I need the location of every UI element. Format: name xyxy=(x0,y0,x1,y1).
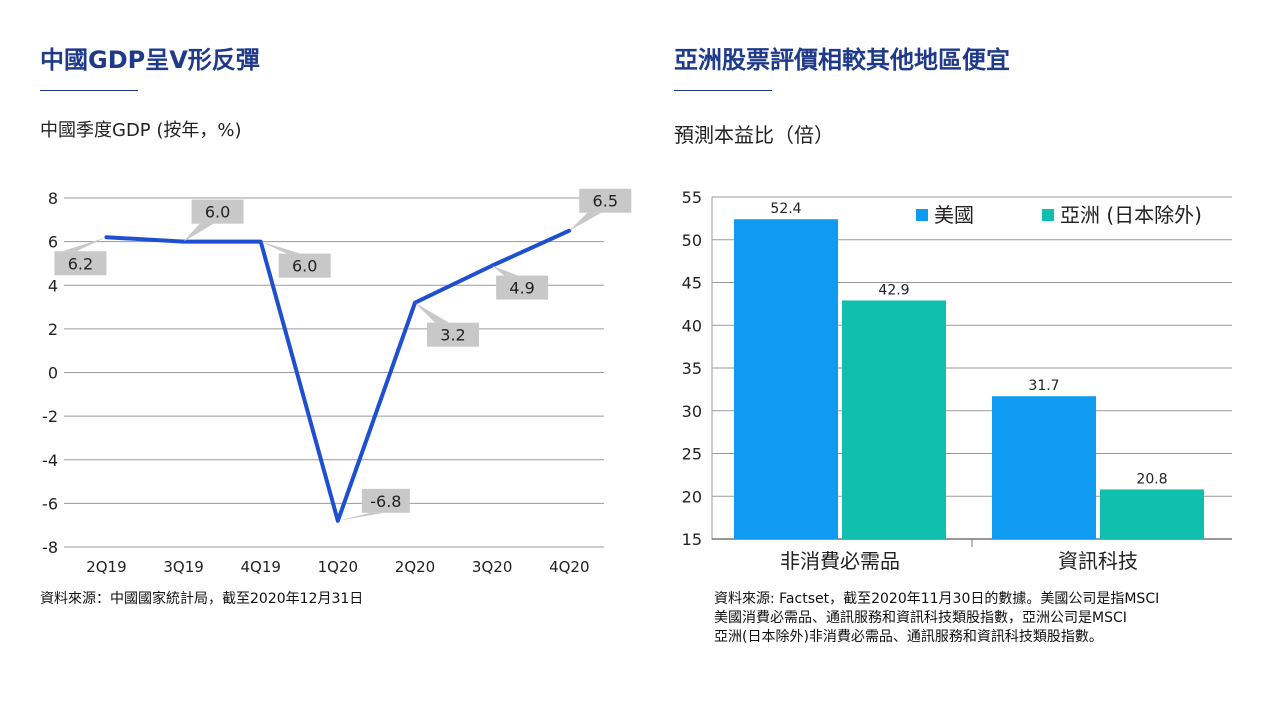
left-chart-title: 中國GDP呈V形反彈 xyxy=(40,46,260,74)
bar-y-tick-label: 55 xyxy=(682,188,702,207)
line-x-tick-label: 3Q19 xyxy=(163,558,203,576)
line-callout-box xyxy=(191,199,244,224)
bar-y-tick-label: 40 xyxy=(682,316,702,335)
right-chart-title: 亞洲股票評價相較其他地區便宜 xyxy=(674,46,1010,74)
line-y-tick-label: -8 xyxy=(42,538,58,557)
bar-value-label: 52.4 xyxy=(770,201,801,217)
line-callout-value: 6.2 xyxy=(68,254,93,273)
line-callout-pointer xyxy=(492,265,519,276)
legend-label-0: 美國 xyxy=(934,203,974,227)
bar-value-label: 42.9 xyxy=(878,282,909,298)
bar-y-tick-label: 15 xyxy=(682,530,702,549)
left-chart-subtitle: 中國季度GDP (按年，%) xyxy=(40,120,242,141)
line-data-label: 6.0 xyxy=(183,199,244,242)
bar-y-tick-label: 20 xyxy=(682,487,702,506)
bar-y-tick-label: 50 xyxy=(682,231,702,250)
right-source-line-1: 資料來源: Factset，截至2020年11月30日的數據。美國公司是指MSC… xyxy=(714,591,1160,607)
line-callout-box xyxy=(54,251,107,276)
right-source-note: 資料來源: Factset，截至2020年11月30日的數據。美國公司是指MSC… xyxy=(714,590,1254,647)
left-source-note: 資料來源：中國國家統計局，截至2020年12月31日 xyxy=(40,591,364,607)
line-data-label: 6.5 xyxy=(569,188,632,231)
line-callout-value: 3.2 xyxy=(440,326,465,345)
bar-1-1 xyxy=(1100,489,1204,539)
line-y-tick-label: 6 xyxy=(48,233,58,252)
line-x-tick-label: 2Q19 xyxy=(86,558,126,576)
bar-y-tick-label: 35 xyxy=(682,359,702,378)
pe-bar-chart: 55 50 45 40 35 30 25 20 15 52.4 42.9 31.7 20.8 非消費必… xyxy=(682,188,1232,573)
bar-chart-y-axis: 55 50 45 40 35 30 25 20 15 xyxy=(682,188,702,549)
right-title-rule xyxy=(674,90,772,91)
line-y-tick-label: 4 xyxy=(48,276,58,295)
bar-value-label: 20.8 xyxy=(1136,471,1167,487)
line-data-label: 3.2 xyxy=(415,302,479,347)
line-callout-value: 6.5 xyxy=(593,192,618,211)
line-y-tick-label: -2 xyxy=(42,407,58,426)
bar-y-tick-label: 30 xyxy=(682,402,702,421)
legend-swatch-0 xyxy=(916,209,928,221)
bar-category-label: 非消費必需品 xyxy=(780,549,900,573)
left-title-rule xyxy=(40,90,138,91)
bar-category-label: 資訊科技 xyxy=(1058,549,1138,573)
line-data-label: 4.9 xyxy=(492,265,549,300)
bar-y-tick-label: 45 xyxy=(682,274,702,293)
line-callout-pointer xyxy=(260,241,301,254)
right-chart-subtitle: 預測本益比（倍） xyxy=(674,123,834,147)
line-callout-value: 6.0 xyxy=(292,257,317,276)
bar-1-0 xyxy=(992,396,1096,539)
line-x-tick-label: 1Q20 xyxy=(318,558,358,576)
gdp-series-line xyxy=(104,228,572,523)
bar-chart-bars xyxy=(734,219,1204,540)
line-callout-pointer xyxy=(569,212,602,231)
bar-y-tick-label: 25 xyxy=(682,445,702,464)
line-y-tick-label: -4 xyxy=(42,451,58,470)
right-source-line-3: 亞洲(日本除外)非消費必需品、通訊服務和資訊科技類股指數。 xyxy=(714,629,1103,645)
line-callout-box xyxy=(278,253,331,278)
line-callout-pointer xyxy=(183,223,214,242)
bar-value-label: 31.7 xyxy=(1028,378,1059,394)
bar-chart-legend: 美國 亞洲 (日本除外) xyxy=(916,203,1202,227)
line-callout-pointer xyxy=(415,302,449,323)
line-data-label: 6.2 xyxy=(54,237,107,276)
line-callout-value: -6.8 xyxy=(370,492,401,511)
line-callout-value: 4.9 xyxy=(509,279,534,298)
line-data-label: 6.0 xyxy=(260,241,331,278)
legend-swatch-1 xyxy=(1042,209,1054,221)
line-callout-box xyxy=(427,322,479,347)
gdp-line-chart: 8 6 4 2 0 -2 -4 -6 -8 2Q19 3Q19 4Q19 1Q20 2Q20 3Q20 4Q… xyxy=(42,188,632,576)
line-callout-pointer xyxy=(337,512,384,521)
line-x-tick-label: 4Q19 xyxy=(240,558,280,576)
line-data-label: -6.8 xyxy=(337,488,410,521)
line-callout-box xyxy=(361,488,410,513)
right-source-line-2: 美國消費必需品、通訊服務和資訊科技類股指數，亞洲公司是MSCI xyxy=(714,610,1127,626)
line-y-tick-label: 0 xyxy=(48,364,58,383)
legend-label-1: 亞洲 (日本除外) xyxy=(1060,203,1202,227)
line-y-tick-label: -6 xyxy=(42,494,58,513)
line-x-tick-label: 4Q20 xyxy=(549,558,589,576)
line-chart-y-axis: 8 6 4 2 0 -2 -4 -6 -8 xyxy=(42,189,58,557)
line-callout-box xyxy=(496,275,549,300)
bar-chart-x-axis: 非消費必需品 資訊科技 xyxy=(780,549,1138,573)
line-x-tick-label: 2Q20 xyxy=(395,558,435,576)
line-callout-value: 6.0 xyxy=(205,203,230,222)
line-callout-box xyxy=(579,188,632,213)
line-x-tick-label: 3Q20 xyxy=(472,558,512,576)
line-chart-x-axis: 2Q19 3Q19 4Q19 1Q20 2Q20 3Q20 4Q20 xyxy=(86,558,589,576)
line-y-tick-label: 2 xyxy=(48,320,58,339)
line-y-tick-label: 8 xyxy=(48,189,58,208)
line-chart-data-labels: 6.2 6.0 6.0 -6.8 3.2 4.9 6.5 xyxy=(54,188,632,521)
bar-0-0 xyxy=(734,219,838,540)
line-callout-pointer xyxy=(62,237,107,252)
bar-chart-data-labels: 52.4 42.9 31.7 20.8 xyxy=(770,201,1167,487)
bar-0-1 xyxy=(842,300,946,539)
